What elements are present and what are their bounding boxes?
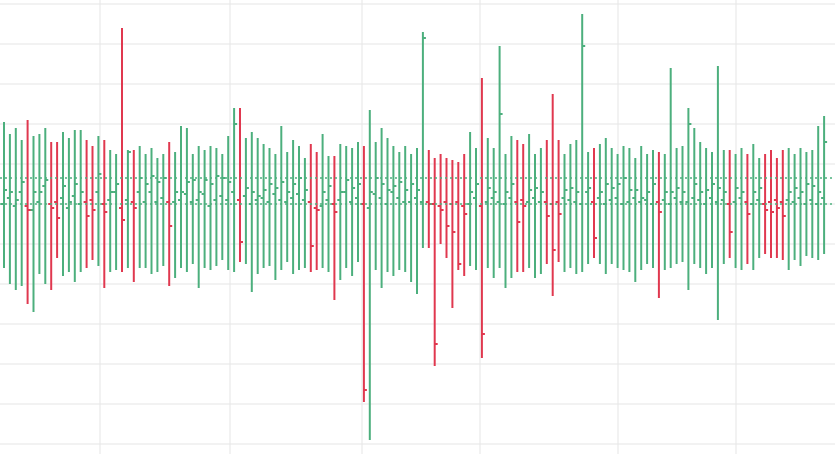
chart [0,0,835,454]
